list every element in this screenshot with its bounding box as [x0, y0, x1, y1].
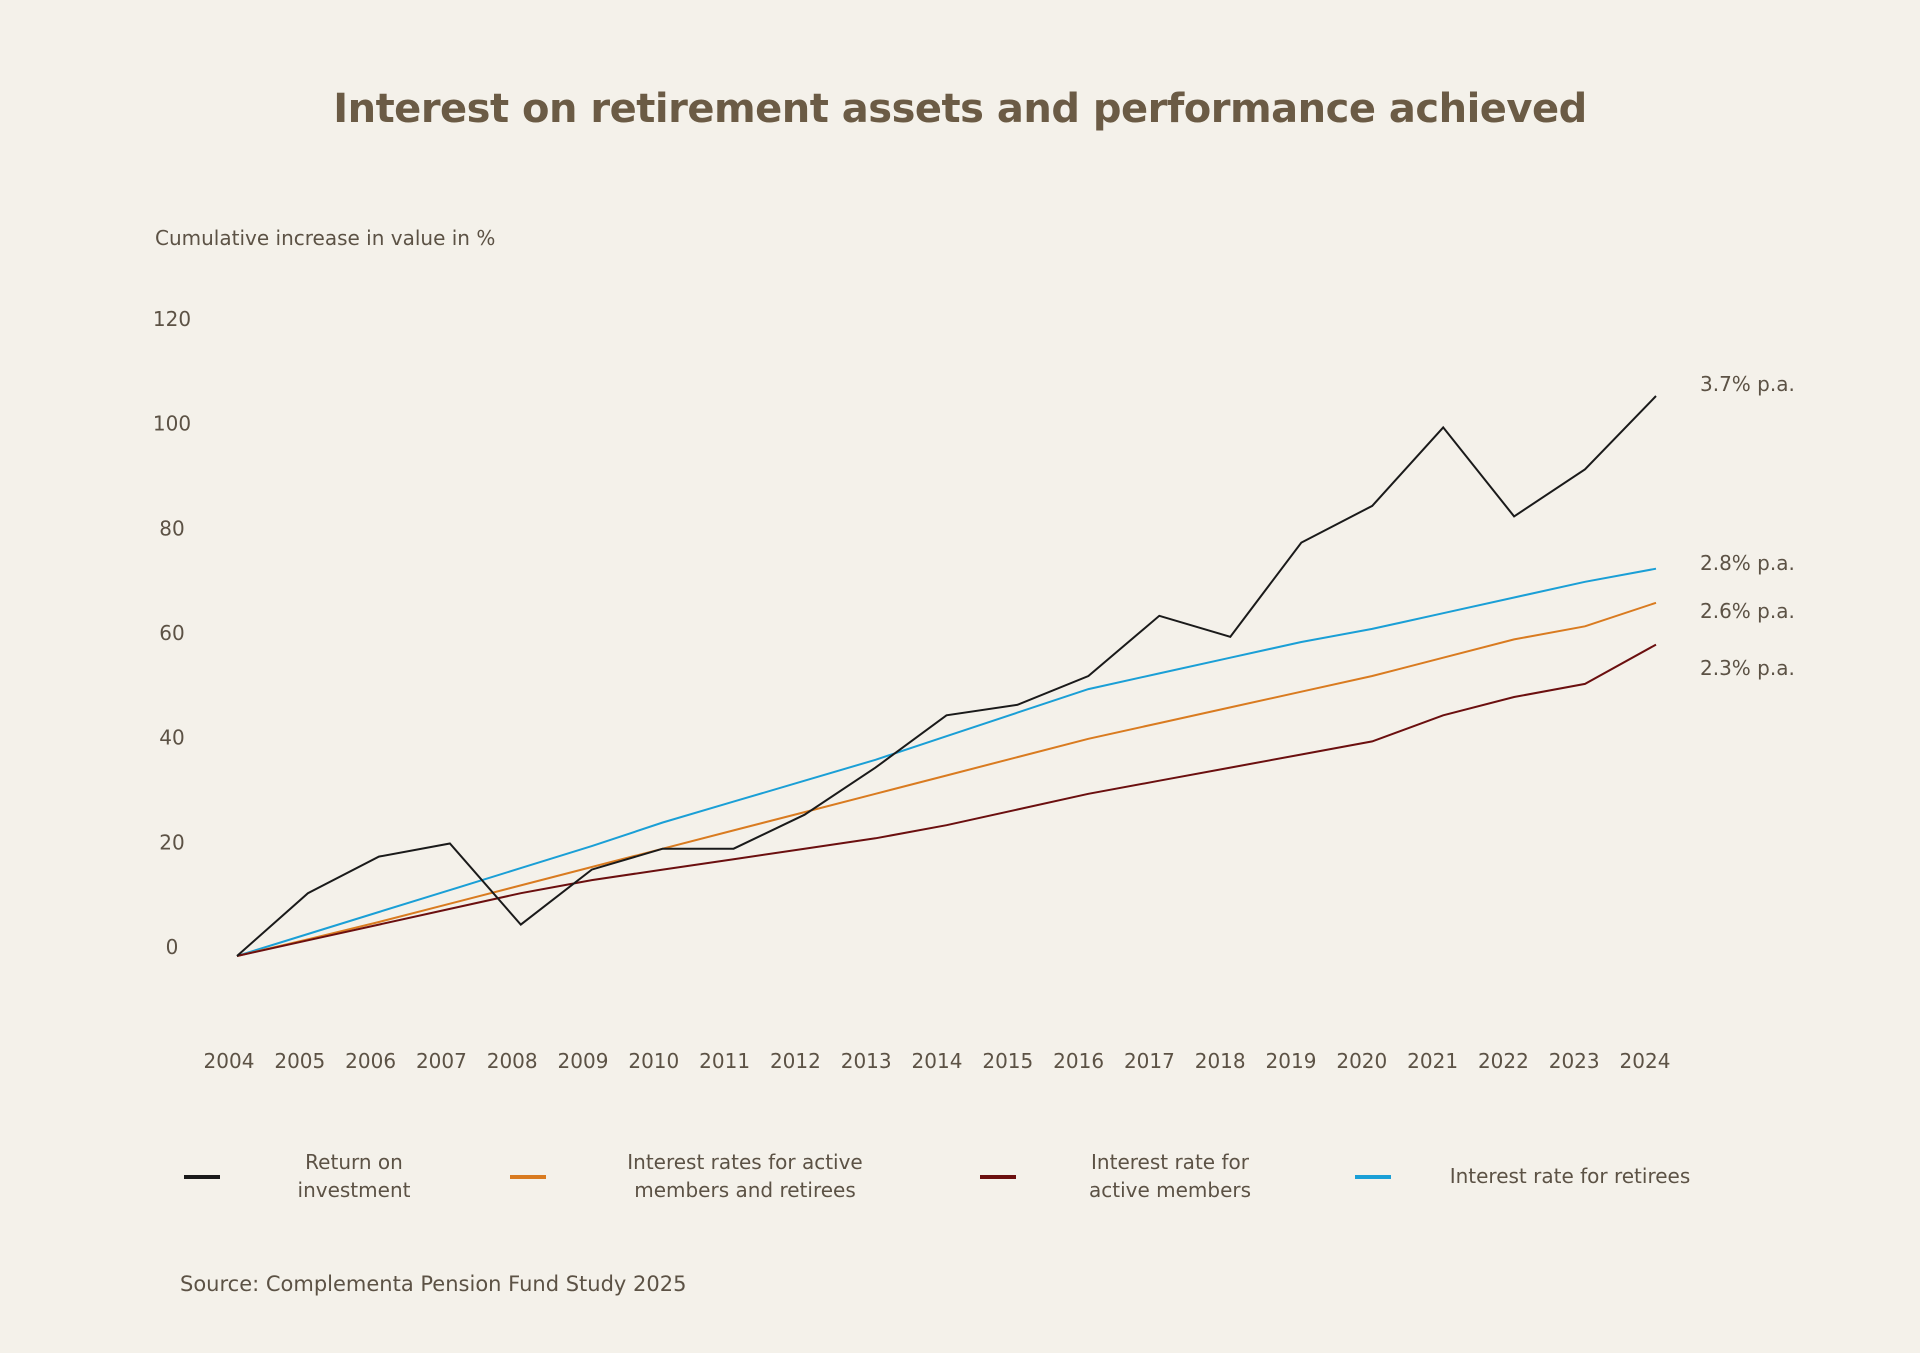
x-tick-label: 2005	[274, 1049, 325, 1073]
x-tick-label: 2019	[1266, 1049, 1317, 1073]
legend-swatch-active-and-retirees	[510, 1175, 546, 1179]
y-axis-label: Cumulative increase in value in %	[155, 226, 496, 250]
chart-title: Interest on retirement assets and perfor…	[333, 86, 1587, 132]
end-label: 2.8% p.a.	[1700, 551, 1795, 575]
series-line-interest-rate-for-retirees	[236, 567, 1657, 957]
y-tick-label: 80	[159, 516, 184, 540]
series-line-return-on-investment	[236, 395, 1657, 957]
series-line-interest-rate-for-active-members	[236, 643, 1657, 957]
x-tick-label: 2024	[1620, 1049, 1671, 1073]
y-tick-label: 20	[159, 830, 184, 854]
end-label: 3.7% p.a.	[1700, 372, 1795, 396]
legend-swatch-active-members	[980, 1175, 1016, 1179]
x-tick-label: 2006	[345, 1049, 396, 1073]
legend-label-active-and-retirees: Interest rates for active members and re…	[627, 1150, 863, 1202]
x-tick-label: 2015	[982, 1049, 1033, 1073]
legend-label-return: Return on investment	[297, 1150, 411, 1202]
x-tick-label: 2008	[487, 1049, 538, 1073]
x-tick-label: 2004	[204, 1049, 255, 1073]
x-tick-label: 2020	[1336, 1049, 1387, 1073]
legend-swatch-return	[184, 1175, 220, 1179]
x-tick-label: 2016	[1053, 1049, 1104, 1073]
legend: Return on investment Interest rates for …	[0, 1148, 1920, 1208]
series-lines	[236, 395, 1657, 957]
x-tick-label: 2017	[1124, 1049, 1175, 1073]
x-tick-label: 2021	[1407, 1049, 1458, 1073]
x-tick-label: 2012	[770, 1049, 821, 1073]
y-tick-label: 0	[166, 935, 179, 959]
y-tick-label: 120	[153, 307, 191, 331]
legend-label-retirees: Interest rate for retirees	[1449, 1164, 1691, 1188]
y-tick-label: 60	[159, 621, 184, 645]
x-tick-label: 2011	[699, 1049, 750, 1073]
end-label: 2.3% p.a.	[1700, 656, 1795, 680]
x-tick-label: 2018	[1195, 1049, 1246, 1073]
x-tick-label: 2010	[628, 1049, 679, 1073]
x-axis-ticks: 2004 2005 2006 2007 2008 2009 2010 2011 2012 2013…	[204, 1049, 1671, 1073]
end-label: 2.6% p.a.	[1700, 599, 1795, 623]
y-tick-label: 100	[153, 412, 191, 436]
x-tick-label: 2023	[1549, 1049, 1600, 1073]
source-note: Source: Complementa Pension Fund Study 2…	[180, 1272, 687, 1296]
x-tick-label: 2014	[912, 1049, 963, 1073]
series-line-interest-rates-for-active-members-and-retirees	[236, 601, 1657, 957]
y-axis-ticks: 0 20 40 60 80 100 120	[153, 307, 191, 959]
x-tick-label: 2013	[841, 1049, 892, 1073]
x-tick-label: 2009	[558, 1049, 609, 1073]
legend-swatch-retirees	[1355, 1175, 1391, 1179]
end-labels: 3.7% p.a. 2.6% p.a. 2.3% p.a. 2.8% p.a.	[1700, 372, 1795, 680]
y-tick-label: 40	[159, 726, 184, 750]
x-tick-label: 2007	[416, 1049, 467, 1073]
line-chart: 0 20 40 60 80 100 120 2004 2005 2006 2007 2008 2009…	[153, 307, 1795, 1073]
legend-label-active-members: Interest rate for active members	[1088, 1150, 1252, 1202]
x-tick-label: 2022	[1478, 1049, 1529, 1073]
